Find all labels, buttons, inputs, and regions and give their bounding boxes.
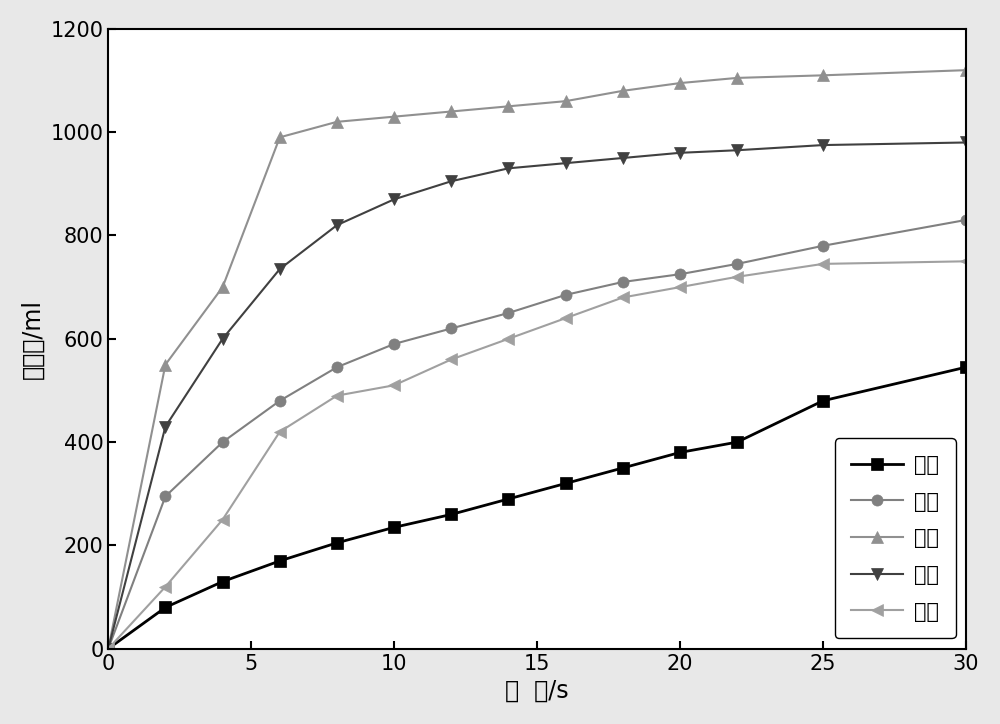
例四 <box>502 334 514 343</box>
Line: 对照: 对照 <box>103 362 971 654</box>
对照 <box>331 539 343 547</box>
例一 <box>274 397 286 405</box>
例二 <box>159 361 171 369</box>
例一 <box>502 308 514 317</box>
例四 <box>331 391 343 400</box>
例四 <box>388 381 400 390</box>
例四 <box>445 355 457 363</box>
例三 <box>217 334 229 343</box>
对照 <box>274 557 286 565</box>
例三 <box>331 221 343 230</box>
例二 <box>445 107 457 116</box>
例一 <box>960 216 972 224</box>
例二 <box>102 644 114 653</box>
例四 <box>731 272 743 281</box>
例三 <box>159 422 171 431</box>
例四 <box>560 313 572 322</box>
对照 <box>560 479 572 488</box>
例二 <box>674 79 686 88</box>
例一 <box>617 277 629 286</box>
例一 <box>817 242 829 251</box>
对照 <box>217 577 229 586</box>
对照 <box>960 363 972 371</box>
对照 <box>388 523 400 531</box>
例一 <box>159 492 171 501</box>
例二 <box>274 133 286 142</box>
Line: 例四: 例四 <box>103 256 971 654</box>
对照 <box>817 397 829 405</box>
例二 <box>731 74 743 83</box>
例三 <box>502 164 514 172</box>
例一 <box>331 363 343 371</box>
例四 <box>674 283 686 292</box>
例三 <box>560 159 572 167</box>
例三 <box>617 153 629 162</box>
X-axis label: 时  间/s: 时 间/s <box>505 679 569 703</box>
对照 <box>159 603 171 612</box>
例一 <box>560 290 572 299</box>
对照 <box>674 448 686 457</box>
例一 <box>731 259 743 268</box>
例二 <box>502 102 514 111</box>
例三 <box>731 146 743 155</box>
例二 <box>617 86 629 95</box>
Line: 例一: 例一 <box>103 214 971 654</box>
例四 <box>274 427 286 436</box>
例四 <box>102 644 114 653</box>
对照 <box>731 438 743 447</box>
例四 <box>960 257 972 266</box>
Legend: 对照, 例一, 例二, 例三, 例四: 对照, 例一, 例二, 例三, 例四 <box>835 438 956 639</box>
例二 <box>817 71 829 80</box>
例四 <box>159 582 171 591</box>
Y-axis label: 产氢量/ml: 产氢量/ml <box>21 299 45 379</box>
例三 <box>445 177 457 185</box>
例二 <box>388 112 400 121</box>
例一 <box>217 438 229 447</box>
例三 <box>102 644 114 653</box>
对照 <box>502 494 514 503</box>
例四 <box>217 515 229 524</box>
例一 <box>445 324 457 333</box>
例三 <box>274 265 286 274</box>
例二 <box>217 283 229 292</box>
例二 <box>960 66 972 75</box>
例一 <box>102 644 114 653</box>
例三 <box>960 138 972 147</box>
对照 <box>617 463 629 472</box>
对照 <box>445 510 457 519</box>
Line: 例二: 例二 <box>103 64 971 654</box>
例二 <box>560 97 572 106</box>
例四 <box>817 259 829 268</box>
例四 <box>617 293 629 302</box>
对照 <box>102 644 114 653</box>
例三 <box>388 195 400 203</box>
例三 <box>674 148 686 157</box>
Line: 例三: 例三 <box>103 137 971 654</box>
例一 <box>674 270 686 279</box>
例三 <box>817 140 829 149</box>
例一 <box>388 340 400 348</box>
例二 <box>331 117 343 126</box>
